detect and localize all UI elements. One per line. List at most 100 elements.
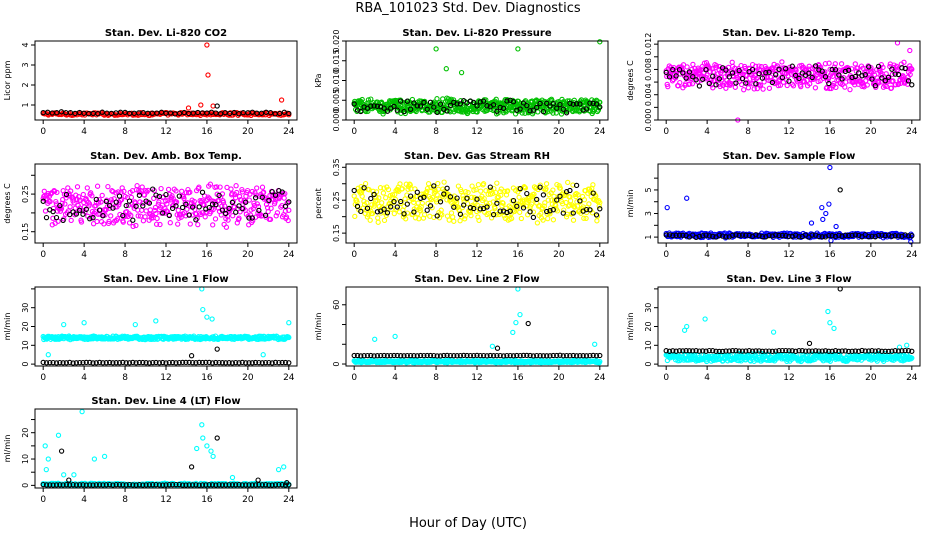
data-point-daily xyxy=(593,212,600,218)
data-point-all xyxy=(756,63,762,69)
data-point-all xyxy=(499,203,505,209)
data-point-daily xyxy=(766,69,772,75)
data-point-all xyxy=(493,96,499,102)
data-point-daily xyxy=(822,74,829,80)
figure-title: RBA_101023 Std. Dev. Diagnostics xyxy=(355,1,581,16)
data-point-daily xyxy=(361,185,367,191)
data-point-daily xyxy=(50,208,56,215)
data-point-all xyxy=(492,189,499,196)
data-point-all xyxy=(375,219,381,225)
data-point-all xyxy=(125,213,131,220)
data-point-daily xyxy=(563,110,570,116)
data-point-daily xyxy=(136,192,143,198)
data-point-all xyxy=(522,185,529,191)
data-point-daily xyxy=(434,109,440,116)
data-point-all xyxy=(61,472,67,478)
data-point-all xyxy=(121,188,127,195)
data-point-all xyxy=(710,85,716,91)
data-point-daily xyxy=(474,103,480,109)
data-point-all xyxy=(43,466,49,473)
data-point-daily xyxy=(214,103,220,109)
x-tick-label: 12 xyxy=(783,373,794,383)
data-point-all xyxy=(827,164,833,171)
data-point-daily xyxy=(866,64,872,70)
x-tick-label: 4 xyxy=(392,373,398,383)
data-point-all xyxy=(483,188,489,194)
x-tick-label: 0 xyxy=(40,127,46,137)
x-tick-label: 24 xyxy=(283,373,295,383)
y-tick-label: 20 xyxy=(644,321,653,331)
data-point-daily xyxy=(146,200,153,206)
x-axis: 0 4 8 12 16 20 24 xyxy=(40,366,295,383)
data-point-daily xyxy=(869,76,875,82)
data-point-all xyxy=(195,221,201,228)
data-point-daily xyxy=(54,110,60,116)
data-point-all xyxy=(286,207,292,213)
data-point-daily xyxy=(77,207,83,213)
data-point-all xyxy=(204,314,210,320)
data-point-daily xyxy=(388,204,394,210)
data-point-daily xyxy=(859,73,865,79)
x-tick-label: 20 xyxy=(553,373,565,383)
data-point-daily xyxy=(856,70,862,76)
data-point-all xyxy=(801,79,808,85)
data-point-daily xyxy=(560,210,566,216)
data-point-all xyxy=(515,46,521,52)
data-point-all xyxy=(530,209,537,215)
y-tick-label: 0.000 xyxy=(644,109,653,132)
scatter-points xyxy=(663,164,915,245)
data-point-daily xyxy=(262,212,269,218)
data-point-daily xyxy=(444,185,450,191)
panel-title: Stan. Dev. Li-820 Temp. xyxy=(722,28,855,39)
data-point-daily xyxy=(394,204,400,210)
data-point-daily xyxy=(547,208,553,214)
data-point-all xyxy=(704,72,710,78)
data-point-all xyxy=(381,185,387,191)
data-point-all xyxy=(365,108,371,114)
data-point-all xyxy=(784,82,790,89)
data-point-daily xyxy=(696,233,703,240)
data-point-daily xyxy=(899,65,905,71)
data-point-daily xyxy=(756,70,762,77)
data-point-daily xyxy=(759,75,766,81)
y-tick-label: 30 xyxy=(644,303,653,313)
data-point-daily xyxy=(421,194,427,200)
data-point-daily xyxy=(95,111,101,117)
data-point-all xyxy=(142,214,148,220)
x-tick-label: 20 xyxy=(242,250,254,260)
data-point-daily xyxy=(231,109,237,116)
x-tick-label: 24 xyxy=(283,127,295,137)
data-point-daily xyxy=(693,77,699,83)
x-tick-label: 20 xyxy=(242,127,254,137)
data-point-all xyxy=(47,198,53,205)
data-point-daily xyxy=(723,234,729,240)
data-point-daily xyxy=(417,103,424,109)
data-point-all xyxy=(462,216,468,222)
x-tick-label: 4 xyxy=(392,127,398,137)
data-point-daily xyxy=(839,233,845,239)
data-point-daily xyxy=(467,205,474,211)
y-axis: 0.150.250.35 xyxy=(332,158,346,242)
data-point-daily xyxy=(570,101,576,107)
data-point-daily xyxy=(464,195,470,201)
data-point-all xyxy=(187,221,193,227)
scatter-points xyxy=(351,286,603,366)
data-point-all xyxy=(450,214,456,220)
data-point-all xyxy=(907,47,913,54)
data-point-daily xyxy=(43,214,50,221)
data-point-all xyxy=(91,456,98,462)
panel-licor-temp: Stan. Dev. Li-820 Temp.degrees C0 4 8 12 16 2… xyxy=(626,28,921,137)
scatter-points xyxy=(40,42,292,119)
data-point-all xyxy=(109,188,115,194)
data-point-all xyxy=(185,105,192,111)
data-point-daily xyxy=(417,195,424,201)
data-point-all xyxy=(94,218,100,225)
data-point-daily xyxy=(882,78,888,84)
data-point-daily xyxy=(441,191,447,197)
plot-frame xyxy=(34,40,298,121)
data-point-daily xyxy=(710,233,716,239)
data-point-daily xyxy=(597,206,603,212)
data-point-daily xyxy=(484,103,490,109)
